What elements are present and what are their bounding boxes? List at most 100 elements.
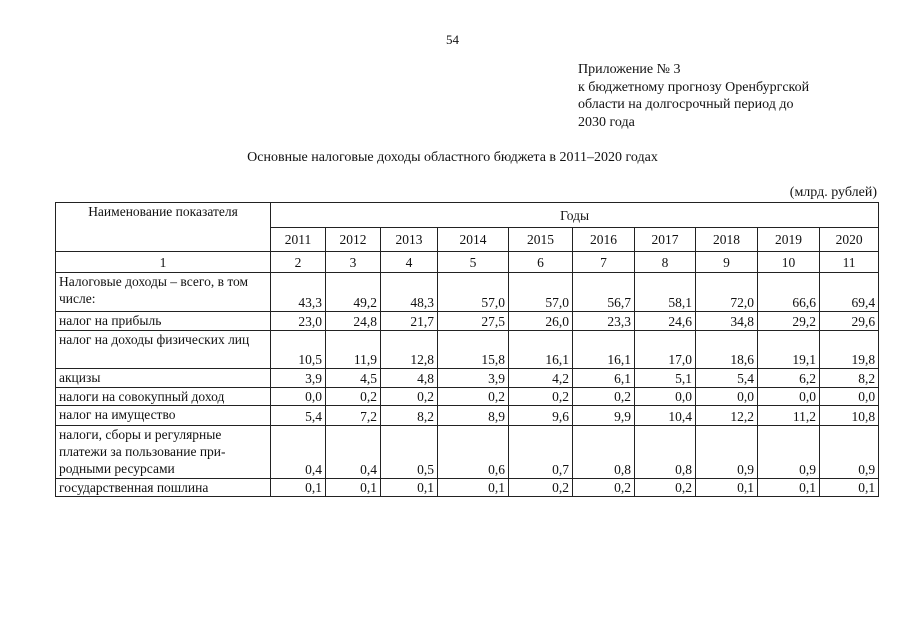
row-name: налог на прибыль (55, 311, 271, 331)
header-years: Годы (269, 202, 880, 228)
row-value: 56,7 (572, 272, 635, 312)
year-header: 2011 (270, 227, 326, 252)
row-value: 12,2 (695, 405, 758, 426)
row-value: 49,2 (325, 272, 381, 312)
row-value: 16,1 (572, 330, 635, 369)
row-value: 0,4 (270, 425, 326, 479)
row-value: 8,2 (818, 368, 880, 388)
column-number: 10 (757, 251, 820, 273)
row-name: государственная пошлина (55, 478, 271, 497)
row-value: 4,5 (325, 368, 381, 388)
column-number: 11 (818, 251, 880, 273)
table-row: акцизы 3,9 4,5 4,8 3,9 4,2 6,1 5,1 5,4 6,2 8,2 (55, 368, 880, 388)
row-value: 57,0 (508, 272, 573, 312)
year-header: 2016 (572, 227, 635, 252)
row-value: 12,8 (380, 330, 438, 369)
row-value: 0,9 (695, 425, 758, 479)
row-value: 48,3 (380, 272, 438, 312)
year-header: 2017 (634, 227, 696, 252)
column-numbers-row: 1 2 3 4 5 6 7 8 9 10 11 (55, 251, 880, 273)
row-value: 9,6 (508, 405, 573, 426)
row-value: 9,9 (572, 405, 635, 426)
row-value: 0,1 (380, 478, 438, 497)
column-number: 8 (634, 251, 696, 273)
row-value: 29,2 (757, 311, 820, 331)
document-title: Основные налоговые доходы областного бюд… (247, 150, 658, 165)
row-value: 69,4 (818, 272, 880, 312)
row-value: 72,0 (695, 272, 758, 312)
row-value: 0,5 (380, 425, 438, 479)
header-name: Наименование показателя (55, 202, 271, 252)
row-value: 0,6 (437, 425, 509, 479)
row-value: 10,4 (634, 405, 696, 426)
table-row: налоги на совокупный доход 0,0 0,2 0,2 0,2 0,… (55, 387, 880, 406)
row-value: 0,7 (508, 425, 573, 479)
row-value: 8,2 (380, 405, 438, 426)
row-value: 11,9 (325, 330, 381, 369)
row-value: 23,3 (572, 311, 635, 331)
row-value: 0,0 (634, 387, 696, 406)
table-row: налоги, сборы и регулярные платежи за по… (55, 425, 880, 479)
appendix-line: области на долгосрочный период до (578, 97, 794, 112)
column-number: 6 (508, 251, 573, 273)
year-header: 2015 (508, 227, 573, 252)
row-name: налоги на совокупный доход (55, 387, 271, 406)
row-value: 15,8 (437, 330, 509, 369)
row-value: 19,1 (757, 330, 820, 369)
column-number: 2 (270, 251, 326, 273)
row-value: 0,2 (572, 387, 635, 406)
row-name: налоги, сборы и регулярные платежи за по… (55, 425, 271, 479)
row-name: налог на доходы физических лиц (55, 330, 271, 369)
years-row: 2011 2012 2013 2014 2015 2016 2017 2018 2019 2020 (56, 227, 880, 252)
year-header: 2013 (380, 227, 438, 252)
year-header: 2012 (325, 227, 381, 252)
row-value: 0,1 (695, 478, 758, 497)
row-value: 7,2 (325, 405, 381, 426)
row-value: 0,1 (325, 478, 381, 497)
row-value: 8,9 (437, 405, 509, 426)
row-value: 0,0 (270, 387, 326, 406)
row-value: 6,2 (757, 368, 820, 388)
row-value: 16,1 (508, 330, 573, 369)
row-value: 0,2 (437, 387, 509, 406)
year-header: 2020 (818, 227, 880, 252)
year-header: 2018 (695, 227, 758, 252)
row-value: 0,1 (818, 478, 880, 497)
row-value: 57,0 (437, 272, 509, 312)
table-row: налог на прибыль 23,0 24,8 21,7 27,5 26,0 23,3… (55, 311, 880, 331)
row-value: 0,2 (508, 387, 573, 406)
row-value: 6,1 (572, 368, 635, 388)
row-value: 58,1 (634, 272, 696, 312)
row-value: 0,2 (325, 387, 381, 406)
row-value: 0,2 (572, 478, 635, 497)
row-value: 11,2 (757, 405, 820, 426)
row-value: 23,0 (270, 311, 326, 331)
table-row: Налоговые доходы – всего, в том числе: 43… (55, 272, 880, 312)
row-value: 43,3 (270, 272, 326, 312)
row-name: налог на имущество (55, 405, 271, 426)
row-value: 29,6 (818, 311, 880, 331)
row-value: 4,2 (508, 368, 573, 388)
row-value: 5,1 (634, 368, 696, 388)
row-name: акцизы (55, 368, 271, 388)
row-value: 0,4 (325, 425, 381, 479)
row-value: 0,2 (380, 387, 438, 406)
row-value: 21,7 (380, 311, 438, 331)
row-value: 27,5 (437, 311, 509, 331)
row-value: 4,8 (380, 368, 438, 388)
row-value: 0,2 (634, 478, 696, 497)
column-number: 7 (572, 251, 635, 273)
row-value: 34,8 (695, 311, 758, 331)
year-header: 2014 (437, 227, 509, 252)
row-value: 0,2 (508, 478, 573, 497)
column-number: 3 (325, 251, 381, 273)
column-number: 1 (55, 251, 271, 273)
row-value: 19,8 (818, 330, 880, 369)
appendix-line: к бюджетному прогнозу Оренбургской (578, 79, 810, 95)
table-row: налог на имущество 5,4 7,2 8,2 8,9 9,6 9,9 10,4… (55, 405, 880, 426)
page-number: 54 (446, 32, 459, 47)
row-value: 0,0 (695, 387, 758, 406)
row-value: 66,6 (757, 272, 820, 312)
row-value: 0,9 (757, 425, 820, 479)
row-value: 0,9 (818, 425, 880, 479)
